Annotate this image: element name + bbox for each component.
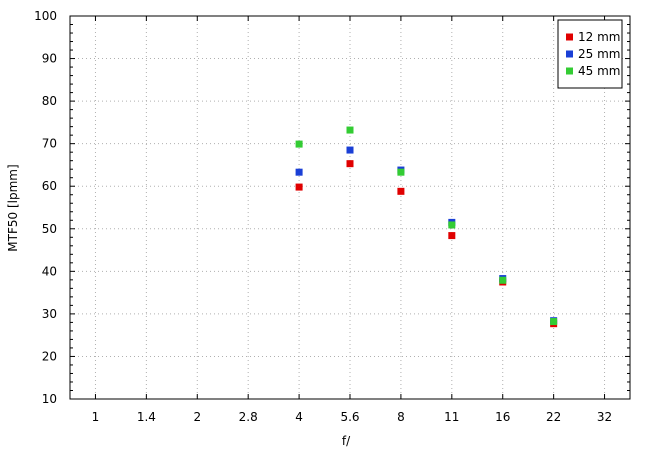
- data-point: [346, 126, 354, 134]
- data-point: [550, 318, 558, 326]
- tick-labels: 1 1.4 2 2.8 4 5.6 8 11 16 22 32 10 20 30 40 50 60 70 80 90 1…: [34, 9, 612, 424]
- y-tick-label: 100: [34, 9, 57, 23]
- x-tick-label: 8: [397, 410, 405, 424]
- data-point: [295, 168, 303, 176]
- data-points: [295, 126, 558, 328]
- y-tick-label: 50: [42, 222, 57, 236]
- x-tick-label: 5.6: [340, 410, 359, 424]
- legend-label: 45 mm: [578, 64, 620, 78]
- data-point: [346, 160, 354, 168]
- data-point: [448, 221, 456, 229]
- y-axis-title: MTF50 [lpmm]: [6, 164, 20, 251]
- x-tick-label: 4: [295, 410, 303, 424]
- data-point: [295, 140, 303, 148]
- legend-label: 12 mm: [578, 30, 620, 44]
- y-tick-label: 90: [42, 52, 57, 66]
- data-point: [397, 187, 405, 195]
- axis-ticks: [70, 15, 630, 400]
- grid: [70, 16, 630, 399]
- legend: 12 mm 25 mm 45 mm: [557, 19, 623, 89]
- x-tick-label: 1.4: [137, 410, 156, 424]
- y-tick-label: 60: [42, 179, 57, 193]
- x-tick-label: 11: [444, 410, 459, 424]
- y-tick-label: 70: [42, 137, 57, 151]
- legend-swatch: [566, 67, 573, 75]
- y-tick-label: 80: [42, 94, 57, 108]
- legend-swatch: [566, 33, 573, 41]
- y-tick-label: 30: [42, 307, 57, 321]
- y-tick-label: 40: [42, 264, 57, 278]
- data-point: [448, 232, 456, 240]
- x-tick-label: 16: [495, 410, 510, 424]
- y-tick-label: 10: [42, 392, 57, 406]
- x-tick-label: 2: [193, 410, 201, 424]
- x-tick-label: 2.8: [239, 410, 258, 424]
- x-axis-title: f/: [342, 434, 351, 448]
- data-point: [346, 146, 354, 154]
- x-tick-label: 32: [597, 410, 612, 424]
- legend-swatch: [566, 50, 573, 58]
- data-point: [397, 168, 405, 176]
- plot-frame: [69, 15, 631, 400]
- x-tick-label: 1: [92, 410, 100, 424]
- legend-label: 25 mm: [578, 47, 620, 61]
- y-tick-label: 20: [42, 349, 57, 363]
- data-point: [295, 183, 303, 191]
- data-point: [499, 276, 507, 284]
- x-tick-label: 22: [546, 410, 561, 424]
